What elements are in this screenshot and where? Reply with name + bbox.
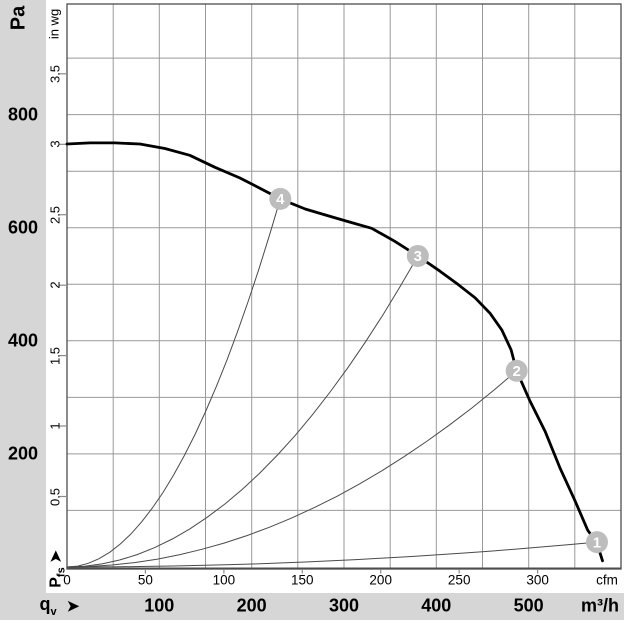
flow-arrow-icon: ➤ xyxy=(66,598,80,615)
operating-point-marker-1 xyxy=(585,531,608,554)
pa-unit-label: Pa xyxy=(7,5,30,31)
inwg-tick-2: 2 xyxy=(47,281,63,289)
m3h-tick-100: 100 xyxy=(144,595,175,616)
cfm-tick-50: 50 xyxy=(137,572,153,588)
cfm-tick-250: 250 xyxy=(447,572,471,588)
cfm-tickmarks xyxy=(144,569,539,574)
cfm-tick-0: 0 xyxy=(63,572,71,588)
cfm-tick-300: 300 xyxy=(526,572,549,588)
cfm-tick-200: 200 xyxy=(369,572,392,588)
system-curve-1 xyxy=(66,541,598,568)
m3h-tick-300: 300 xyxy=(328,595,360,616)
operating-point-marker-4 xyxy=(269,187,292,210)
left-margin xyxy=(0,0,46,593)
operating-point-marker-3 xyxy=(406,244,429,267)
m3h-tick-500: 500 xyxy=(513,595,544,616)
system-curve-3 xyxy=(66,255,419,568)
inwg-tick-1: 1 xyxy=(47,422,63,430)
system-curve-2 xyxy=(66,370,517,568)
horizontal-gridlines xyxy=(67,57,621,511)
pa-tick-600: 600 xyxy=(7,217,38,238)
m3h-unit-label: m³/h xyxy=(581,595,619,616)
pressure-symbol-label: Pfs ➤ xyxy=(46,550,67,587)
operating-point-label-2: 2 xyxy=(512,363,520,380)
vertical-gridlines xyxy=(112,4,576,569)
system-curve-4 xyxy=(66,198,281,568)
cfm-tick-100: 100 xyxy=(212,572,236,588)
markers: 1 2 3 4 xyxy=(269,187,608,554)
inwg-tick-1-5: 1.5 xyxy=(47,346,63,365)
pa-tick-800: 800 xyxy=(7,104,38,125)
m3h-tick-200: 200 xyxy=(236,595,267,616)
operating-point-label-4: 4 xyxy=(276,191,285,208)
operating-point-label-3: 3 xyxy=(414,248,422,265)
pa-tick-400: 400 xyxy=(7,330,38,351)
flow-symbol-sub: v xyxy=(50,605,57,618)
pa-tick-200: 200 xyxy=(7,443,38,464)
system-curves xyxy=(66,198,598,568)
fan-curve xyxy=(65,141,604,563)
cfm-tick-150: 150 xyxy=(291,572,314,588)
operating-point-label-1: 1 xyxy=(593,534,601,551)
pressure-symbol: P xyxy=(47,577,65,588)
m3h-tick-400: 400 xyxy=(421,595,452,616)
inwg-tick-3-5: 3.5 xyxy=(47,64,63,83)
inwg-tick-3: 3 xyxy=(47,140,63,148)
inwg-unit-label: in wg xyxy=(46,8,62,40)
inwg-tick-0-5: 0.5 xyxy=(47,487,63,506)
pressure-arrow-icon: ➤ xyxy=(47,550,65,563)
flow-symbol: q xyxy=(39,594,51,615)
operating-point-marker-2 xyxy=(505,359,528,382)
cfm-unit-label: cfm xyxy=(596,572,618,588)
inwg-tick-2-5: 2.5 xyxy=(47,205,63,224)
bottom-axis-band xyxy=(0,593,624,620)
pressure-symbol-sub: fs xyxy=(55,567,68,578)
flow-symbol-label: qv xyxy=(39,594,56,618)
